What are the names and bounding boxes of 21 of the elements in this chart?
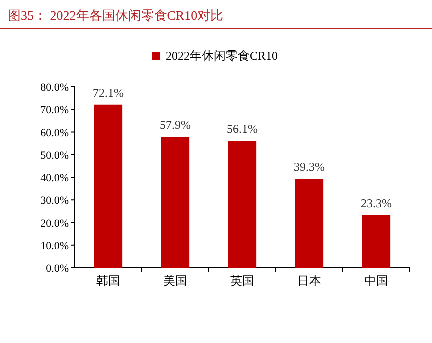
data-label: 72.1% [93,86,124,100]
x-tick-label: 日本 [298,274,322,288]
legend: 2022年休闲零食CR10 [152,49,278,63]
data-label: 23.3% [361,196,392,210]
y-tick-label: 40.0% [40,172,69,184]
y-tick-label: 0.0% [46,263,69,275]
y-tick-label: 30.0% [40,195,69,208]
y-tick-label: 70.0% [40,104,69,117]
x-tick-label: 中国 [364,274,388,288]
x-tick-label: 美国 [164,274,188,288]
data-label: 56.1% [227,122,258,136]
y-tick-label: 80.0% [40,82,69,94]
x-tick-label: 韩国 [96,274,120,288]
data-label: 39.3% [294,160,325,174]
x-tick-label: 英国 [230,274,254,288]
y-tick-label: 10.0% [40,240,69,252]
data-label: 57.9% [160,118,191,132]
chart-title: 图35： 2022年各国休闲零食CR10对比 [8,8,224,23]
y-tick-label: 50.0% [40,150,69,162]
y-tick-label: 20.0% [40,218,69,230]
y-tick-label: 60.0% [40,127,69,140]
